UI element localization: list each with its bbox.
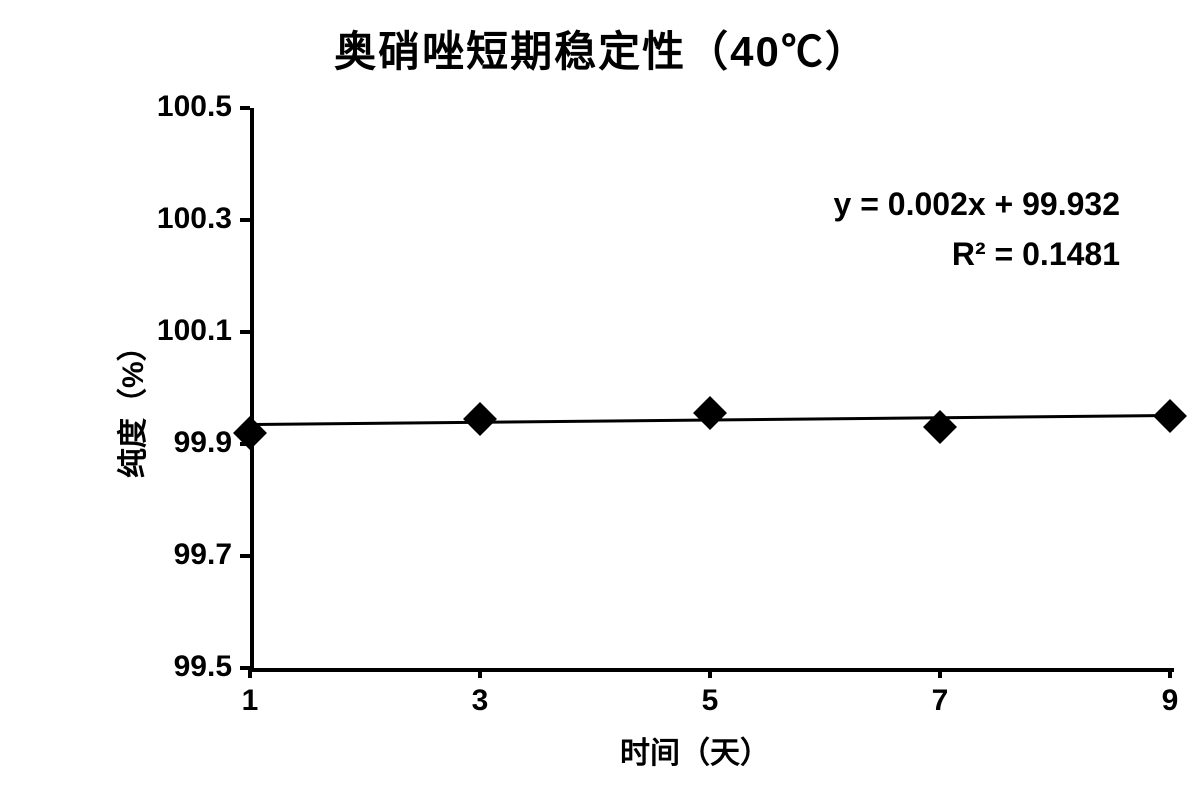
data-point-marker bbox=[693, 396, 727, 430]
x-tick-label: 9 bbox=[1150, 684, 1190, 718]
y-tick-label: 100.3 bbox=[112, 202, 232, 236]
y-tick-label: 100.1 bbox=[112, 314, 232, 348]
x-tick-label: 1 bbox=[230, 684, 270, 718]
data-point-marker bbox=[463, 402, 497, 436]
y-tick-mark bbox=[240, 554, 250, 558]
y-tick-label: 99.7 bbox=[112, 538, 232, 572]
y-tick-mark bbox=[240, 218, 250, 222]
y-tick-mark bbox=[240, 106, 250, 110]
x-axis-line bbox=[250, 668, 1174, 672]
y-tick-mark bbox=[240, 330, 250, 334]
y-axis-line bbox=[250, 108, 254, 672]
x-tick-mark bbox=[938, 668, 942, 678]
data-point-marker bbox=[233, 416, 267, 450]
regression-equation: y = 0.002x + 99.932 bbox=[834, 186, 1120, 223]
x-tick-label: 7 bbox=[920, 684, 960, 718]
x-tick-mark bbox=[248, 668, 252, 678]
data-point-marker bbox=[1153, 399, 1187, 433]
x-tick-mark bbox=[1168, 668, 1172, 678]
regression-r2: R² = 0.1481 bbox=[952, 236, 1120, 273]
x-tick-label: 5 bbox=[690, 684, 730, 718]
x-tick-mark bbox=[708, 668, 712, 678]
x-tick-label: 3 bbox=[460, 684, 500, 718]
y-tick-label: 100.5 bbox=[112, 90, 232, 124]
chart-title: 奥硝唑短期稳定性（40℃） bbox=[0, 18, 1203, 79]
chart-container: 奥硝唑短期稳定性（40℃） 纯度（%） 时间（天） 99.599.799.910… bbox=[0, 0, 1203, 810]
x-tick-mark bbox=[478, 668, 482, 678]
y-tick-label: 99.5 bbox=[112, 650, 232, 684]
x-axis-label: 时间（天） bbox=[620, 728, 770, 772]
y-tick-label: 99.9 bbox=[112, 426, 232, 460]
